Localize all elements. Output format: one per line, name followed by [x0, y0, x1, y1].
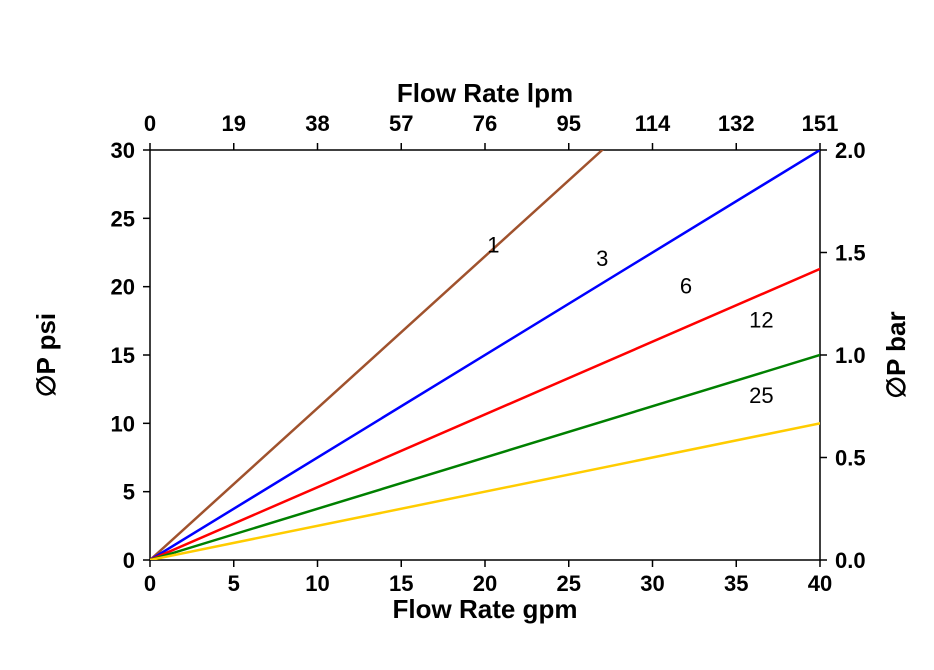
chart-container: 0510152025303540Flow Rate gpm01938577695…: [0, 0, 934, 670]
y-right-title: ∅P bar: [881, 311, 911, 398]
x-bottom-tick-label: 20: [473, 571, 497, 596]
x-bottom-tick-label: 15: [389, 571, 413, 596]
x-top-tick-label: 95: [557, 111, 581, 136]
x-top-tick-label: 151: [802, 111, 839, 136]
x-bottom-tick-label: 40: [808, 571, 832, 596]
x-top-tick-label: 132: [718, 111, 755, 136]
y-left-tick-label: 5: [123, 480, 135, 505]
y-left-tick-label: 0: [123, 548, 135, 573]
x-bottom-tick-label: 25: [557, 571, 581, 596]
y-right-tick-label: 1.0: [835, 343, 866, 368]
pressure-flow-chart: 0510152025303540Flow Rate gpm01938577695…: [0, 0, 934, 670]
series-label: 3: [596, 246, 608, 271]
series-label: 25: [749, 383, 773, 408]
x-top-tick-label: 19: [222, 111, 246, 136]
y-right-tick-label: 0.0: [835, 548, 866, 573]
series-label: 1: [487, 233, 499, 258]
series-label: 12: [749, 308, 773, 333]
x-bottom-tick-label: 0: [144, 571, 156, 596]
y-left-tick-label: 20: [111, 275, 135, 300]
x-top-tick-label: 114: [635, 111, 671, 136]
y-right-tick-label: 2.0: [835, 138, 866, 163]
series-label: 6: [680, 274, 692, 299]
x-bottom-tick-label: 10: [305, 571, 329, 596]
y-left-tick-label: 15: [111, 343, 135, 368]
y-left-tick-label: 10: [111, 411, 135, 436]
x-top-title: Flow Rate lpm: [397, 78, 573, 108]
x-bottom-tick-label: 5: [228, 571, 240, 596]
y-left-title: ∅P psi: [31, 313, 61, 397]
y-right-tick-label: 0.5: [835, 446, 866, 471]
x-bottom-tick-label: 35: [724, 571, 748, 596]
y-right-tick-label: 1.5: [835, 241, 866, 266]
x-bottom-title: Flow Rate gpm: [393, 594, 578, 624]
x-top-tick-label: 0: [144, 111, 156, 136]
y-left-tick-label: 30: [111, 138, 135, 163]
x-top-tick-label: 76: [473, 111, 497, 136]
y-left-tick-label: 25: [111, 206, 135, 231]
x-top-tick-label: 38: [305, 111, 329, 136]
x-top-tick-label: 57: [389, 111, 413, 136]
x-bottom-tick-label: 30: [640, 571, 664, 596]
